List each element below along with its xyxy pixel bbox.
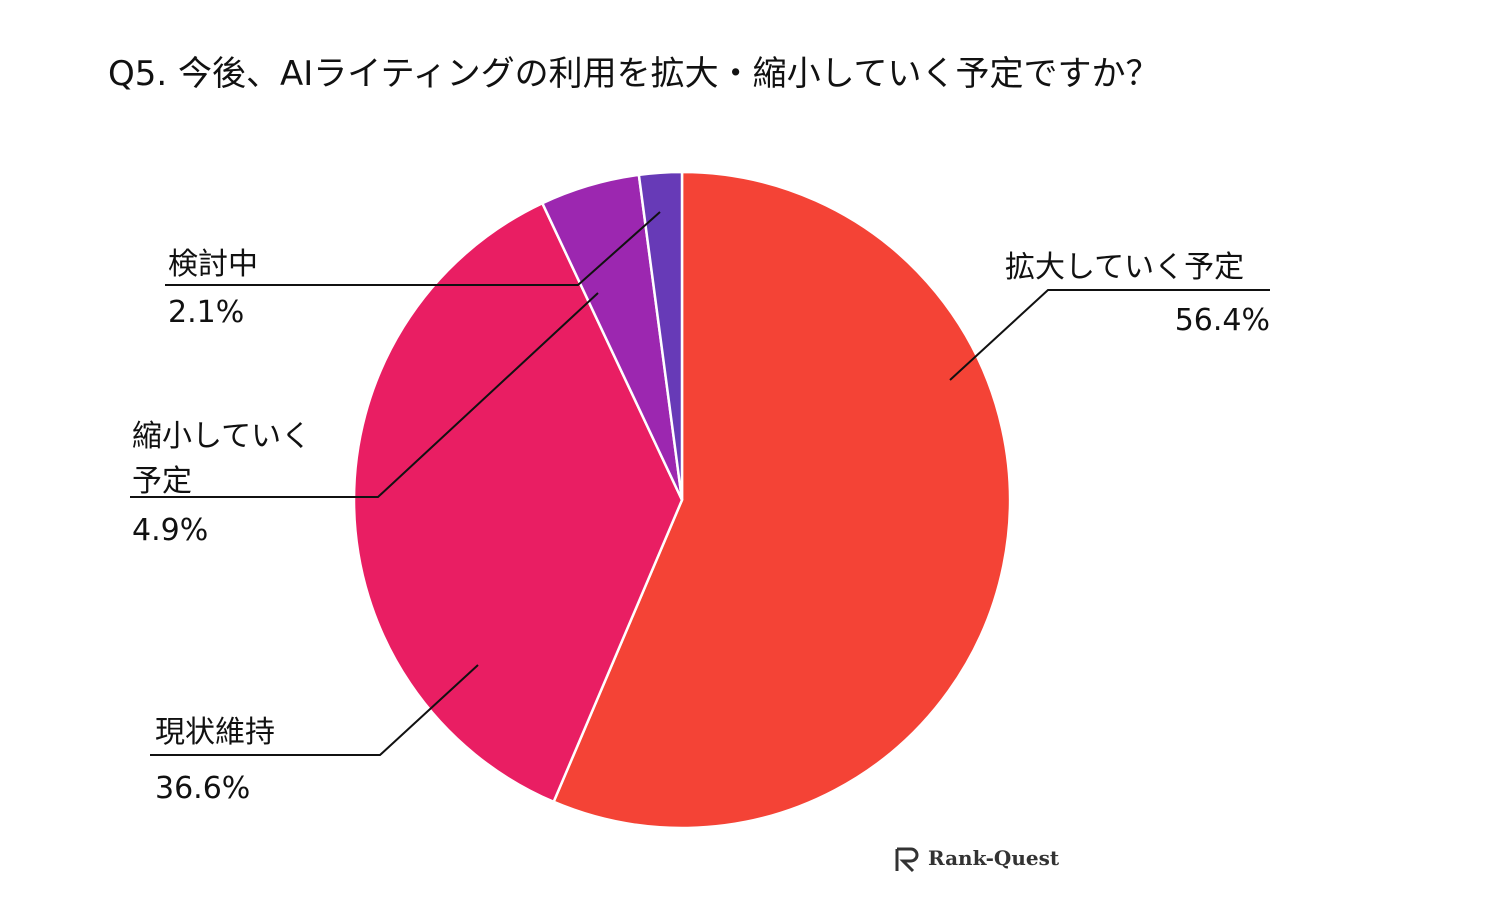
watermark-icon	[895, 847, 919, 873]
pie-slice	[637, 170, 684, 501]
chart-title: Q5. 今後、AIライティングの利用を拡大・縮小していく予定ですか？	[108, 54, 1160, 94]
pie-slice	[551, 170, 1012, 830]
value-label: 2.1%	[168, 295, 245, 330]
slice-label: 検討中	[168, 247, 258, 282]
slice-label: 拡大していく予定	[1005, 250, 1245, 285]
value-label: 4.9%	[132, 513, 209, 548]
leader-line	[150, 664, 479, 756]
value-label: 56.4%	[1174, 303, 1270, 338]
leader-line	[165, 211, 661, 286]
leader-lines	[130, 211, 1270, 756]
value-label: 36.6%	[155, 771, 251, 806]
leader-line	[949, 289, 1270, 381]
slice-label: 現状維持	[155, 715, 275, 750]
pie-slice	[352, 201, 684, 804]
watermark: Rank-Quest	[928, 846, 1060, 870]
slice-label: 縮小していく予定	[132, 419, 312, 499]
leader-line	[130, 292, 599, 498]
